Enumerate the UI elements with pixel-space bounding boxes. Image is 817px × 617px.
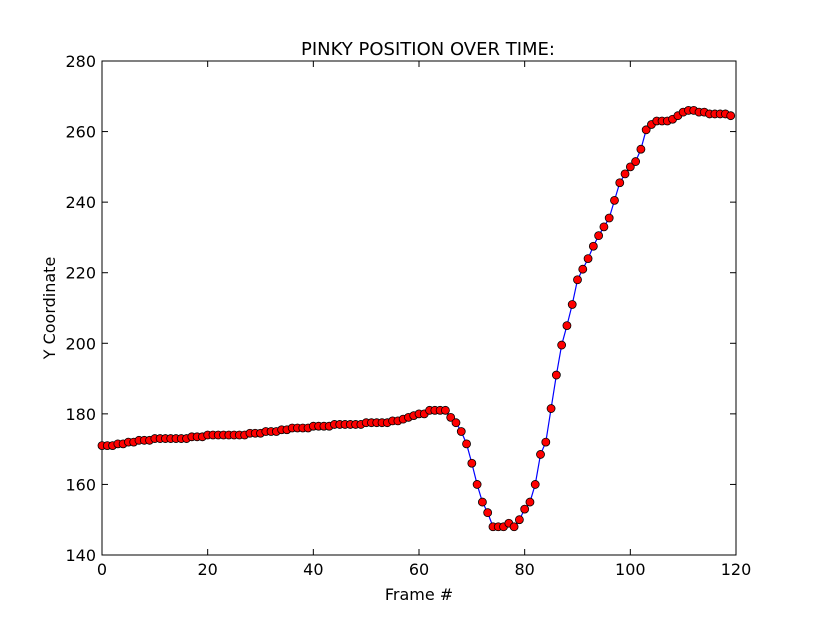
y-tick-label: 260 <box>65 123 96 142</box>
x-tick-label: 40 <box>303 560 323 579</box>
series-markers <box>97 106 736 532</box>
data-point <box>551 370 561 380</box>
data-point <box>514 515 524 525</box>
data-point <box>472 480 482 489</box>
data-point <box>636 144 646 154</box>
data-point <box>610 195 619 205</box>
y-tick-label: 160 <box>65 475 96 494</box>
axis-ticks <box>101 60 737 556</box>
chart-title: PINKY POSITION OVER TIME: <box>301 39 555 60</box>
x-tick-label: 0 <box>97 560 107 579</box>
data-point <box>620 169 630 179</box>
data-point <box>567 300 577 309</box>
y-axis-label: Y Coordinate <box>40 257 59 361</box>
x-axis-label: Frame # <box>385 585 453 604</box>
x-tick-label: 20 <box>197 560 217 579</box>
x-tick-label: 80 <box>514 560 534 579</box>
data-point <box>520 504 530 514</box>
data-point <box>530 480 540 489</box>
data-point <box>536 450 545 459</box>
data-point <box>583 254 593 264</box>
y-tick-label: 140 <box>65 546 96 565</box>
data-point <box>573 275 582 285</box>
data-point <box>557 340 567 350</box>
data-point <box>631 157 641 166</box>
data-point <box>625 162 635 172</box>
y-tick-label: 200 <box>65 334 96 353</box>
data-point <box>509 522 519 532</box>
plot-area <box>101 60 737 556</box>
x-tick-label: 120 <box>721 560 752 579</box>
data-point <box>588 241 598 251</box>
y-tick-label: 240 <box>65 193 96 212</box>
data-point <box>546 404 556 413</box>
data-point <box>594 231 604 241</box>
data-point <box>441 405 450 415</box>
data-point <box>525 497 535 507</box>
data-point <box>599 222 609 232</box>
y-tick-label: 220 <box>65 264 96 283</box>
data-point <box>604 213 614 223</box>
data-point <box>641 125 651 135</box>
data-point <box>462 439 471 449</box>
axis-tick-labels: 0 20 40 60 80 100 120 140 160 180 200 220 240 260 280 <box>65 52 751 579</box>
data-point <box>726 111 736 121</box>
data-point <box>451 418 461 428</box>
data-point <box>477 497 487 507</box>
data-point <box>467 458 477 468</box>
x-tick-label: 60 <box>409 560 429 579</box>
data-point <box>615 178 625 188</box>
data-point <box>446 412 456 422</box>
data-point <box>456 427 466 436</box>
y-tick-label: 280 <box>65 52 96 71</box>
data-point <box>541 437 551 447</box>
data-point <box>483 508 493 518</box>
y-tick-label: 180 <box>65 405 96 424</box>
data-point <box>562 321 572 331</box>
data-point <box>578 264 588 274</box>
x-tick-label: 100 <box>615 560 646 579</box>
